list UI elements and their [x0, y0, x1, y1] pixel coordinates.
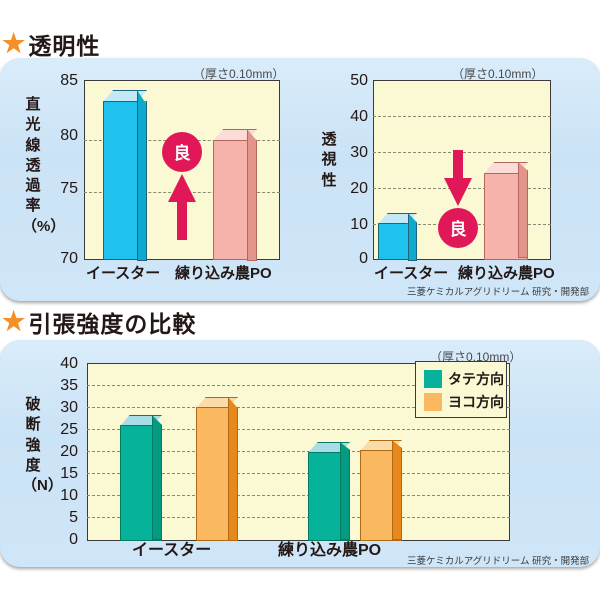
- svg-text:良: 良: [174, 143, 191, 163]
- svg-text:良: 良: [450, 219, 467, 239]
